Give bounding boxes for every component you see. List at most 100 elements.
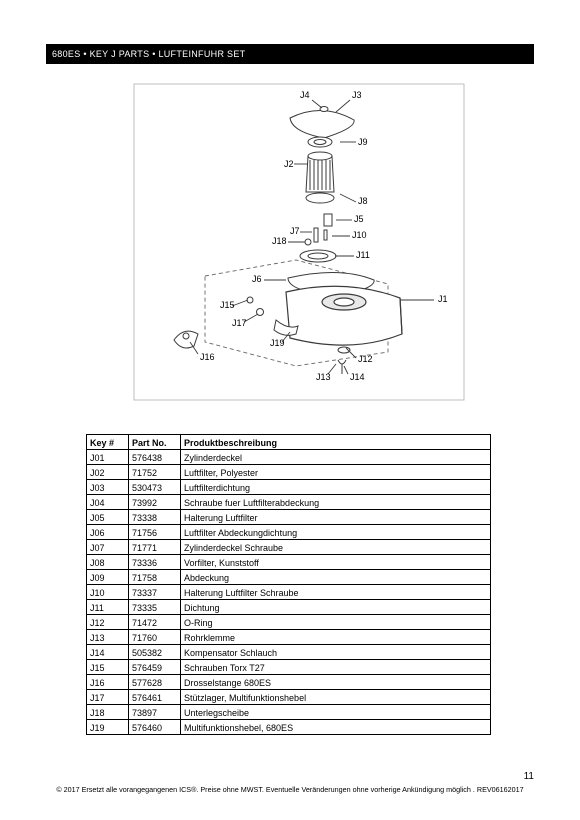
cell-key: J08 — [87, 555, 129, 570]
table-row: J16577628Drosselstange 680ES — [87, 675, 491, 690]
table-row: J0971758Abdeckung — [87, 570, 491, 585]
table-row: J0271752Luftfilter, Polyester — [87, 465, 491, 480]
table-row: J0671756Luftfilter Abdeckungdichtung — [87, 525, 491, 540]
cell-key: J02 — [87, 465, 129, 480]
callout-label-j18: J18 — [272, 236, 287, 246]
col-header-part: Part No. — [129, 435, 181, 450]
callout-label-j19: J19 — [270, 338, 285, 348]
cell-desc: Schrauben Torx T27 — [181, 660, 491, 675]
page-footer: © 2017 Ersetzt alle vorangegangenen ICS®… — [46, 785, 534, 794]
callout-label-j4: J4 — [300, 90, 310, 100]
cell-key: J07 — [87, 540, 129, 555]
table-row: J0473992Schraube fuer Luftfilterabdeckun… — [87, 495, 491, 510]
table-row: J0873336Vorfilter, Kunststoff — [87, 555, 491, 570]
cell-key: J15 — [87, 660, 129, 675]
cell-desc: Zylinderdeckel — [181, 450, 491, 465]
callout-leader — [344, 366, 348, 374]
cell-part: 576460 — [129, 720, 181, 735]
cell-key: J11 — [87, 600, 129, 615]
table-row: J14505382Kompensator Schlauch — [87, 645, 491, 660]
cell-key: J10 — [87, 585, 129, 600]
cell-part: 71752 — [129, 465, 181, 480]
cell-desc: Halterung Luftfilter — [181, 510, 491, 525]
callout-label-j8: J8 — [358, 196, 368, 206]
cell-desc: Halterung Luftfilter Schraube — [181, 585, 491, 600]
cell-part: 73335 — [129, 600, 181, 615]
cell-desc: Rohrklemme — [181, 630, 491, 645]
table-row: J03530473Luftfilterdichtung — [87, 480, 491, 495]
cell-desc: Vorfilter, Kunststoff — [181, 555, 491, 570]
cell-part: 576438 — [129, 450, 181, 465]
cell-part: 73336 — [129, 555, 181, 570]
cell-part: 71758 — [129, 570, 181, 585]
callout-label-j1: J1 — [438, 294, 448, 304]
cell-part: 576461 — [129, 690, 181, 705]
callout-label-j2: J2 — [284, 159, 294, 169]
cell-part: 73337 — [129, 585, 181, 600]
page-header-title: 680ES • KEY J PARTS • LUFTEINFUHR SET — [52, 49, 245, 59]
cell-part: 73992 — [129, 495, 181, 510]
cell-desc: Unterlegscheibe — [181, 705, 491, 720]
callout-label-j6: J6 — [252, 274, 262, 284]
cell-desc: Drosselstange 680ES — [181, 675, 491, 690]
cell-desc: Abdeckung — [181, 570, 491, 585]
cell-part: 71771 — [129, 540, 181, 555]
exploded-diagram: J1J2J3J4J5J6J7J8J9J10J11J12J13J14J15J16J… — [90, 82, 470, 420]
cell-key: J16 — [87, 675, 129, 690]
parts-table: Key # Part No. Produktbeschreibung J0157… — [86, 434, 491, 735]
cell-desc: Stützlager, Multifunktionshebel — [181, 690, 491, 705]
cell-key: J13 — [87, 630, 129, 645]
callout-leader — [346, 348, 356, 358]
callout-label-j15: J15 — [220, 300, 235, 310]
cell-key: J14 — [87, 645, 129, 660]
page-number: 11 — [524, 771, 534, 782]
callout-label-j3: J3 — [352, 90, 362, 100]
cell-part: 71760 — [129, 630, 181, 645]
table-row: J1173335Dichtung — [87, 600, 491, 615]
cell-desc: O-Ring — [181, 615, 491, 630]
diagram-svg: J1J2J3J4J5J6J7J8J9J10J11J12J13J14J15J16J… — [90, 82, 470, 420]
cell-key: J17 — [87, 690, 129, 705]
cell-desc: Luftfilterdichtung — [181, 480, 491, 495]
table-row: J17576461Stützlager, Multifunktionshebel — [87, 690, 491, 705]
cell-key: J05 — [87, 510, 129, 525]
col-header-desc: Produktbeschreibung — [181, 435, 491, 450]
callout-leader — [336, 100, 350, 112]
cell-part: 576459 — [129, 660, 181, 675]
callout-label-j17: J17 — [232, 318, 247, 328]
callout-leader — [340, 194, 356, 202]
callout-label-j13: J13 — [316, 372, 331, 382]
cell-desc: Multifunktionshebel, 680ES — [181, 720, 491, 735]
cell-key: J06 — [87, 525, 129, 540]
cell-key: J19 — [87, 720, 129, 735]
table-row: J0771771Zylinderdeckel Schraube — [87, 540, 491, 555]
cell-part: 71472 — [129, 615, 181, 630]
callout-label-j5: J5 — [354, 214, 364, 224]
table-row: J0573338Halterung Luftfilter — [87, 510, 491, 525]
cell-desc: Kompensator Schlauch — [181, 645, 491, 660]
cell-part: 73338 — [129, 510, 181, 525]
cell-part: 505382 — [129, 645, 181, 660]
cell-desc: Dichtung — [181, 600, 491, 615]
col-header-key: Key # — [87, 435, 129, 450]
parts-table-wrap: Key # Part No. Produktbeschreibung J0157… — [86, 434, 491, 735]
cell-part: 530473 — [129, 480, 181, 495]
cell-part: 577628 — [129, 675, 181, 690]
cell-key: J01 — [87, 450, 129, 465]
callout-label-j10: J10 — [352, 230, 367, 240]
callout-leader — [312, 100, 322, 108]
callout-label-j14: J14 — [350, 372, 365, 382]
cell-key: J04 — [87, 495, 129, 510]
cell-key: J09 — [87, 570, 129, 585]
callout-label-j12: J12 — [358, 354, 373, 364]
callout-label-j16: J16 — [200, 352, 215, 362]
callout-label-j9: J9 — [358, 137, 368, 147]
table-row: J1271472O-Ring — [87, 615, 491, 630]
table-row: J1371760Rohrklemme — [87, 630, 491, 645]
cell-desc: Schraube fuer Luftfilterabdeckung — [181, 495, 491, 510]
cell-part: 73897 — [129, 705, 181, 720]
table-row: J15576459Schrauben Torx T27 — [87, 660, 491, 675]
cell-part: 71756 — [129, 525, 181, 540]
cell-desc: Luftfilter, Polyester — [181, 465, 491, 480]
cell-desc: Luftfilter Abdeckungdichtung — [181, 525, 491, 540]
